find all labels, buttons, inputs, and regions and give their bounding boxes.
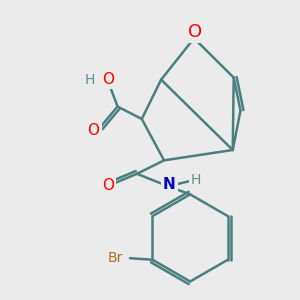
Text: H: H [84,73,94,87]
Text: O: O [88,123,100,138]
Text: Br: Br [108,251,123,265]
Text: O: O [102,178,114,193]
Text: H: H [191,172,201,187]
Text: O: O [188,23,203,41]
Text: O: O [102,72,114,87]
Text: N: N [163,177,176,192]
